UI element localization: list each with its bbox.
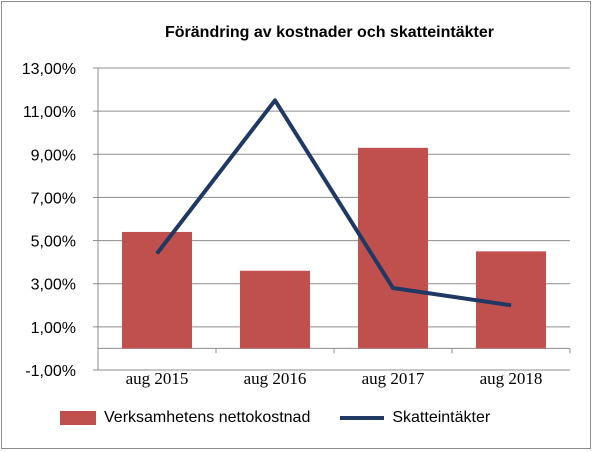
legend-item-line: Skatteintäkter (340, 409, 490, 427)
legend-swatch-bars (60, 411, 96, 425)
x-tick-label: aug 2018 (480, 369, 543, 388)
legend-item-bars: Verksamhetens nettokostnad (60, 409, 310, 427)
y-tick-label: 3,00% (31, 277, 76, 294)
chart-title: Förändring av kostnader och skatteintäkt… (165, 24, 494, 41)
y-tick-label: -1,00% (25, 363, 76, 380)
legend: Verksamhetens nettokostnad Skatteintäkte… (60, 406, 490, 430)
x-tick-label: aug 2017 (362, 369, 425, 388)
y-tick-label: 7,00% (31, 190, 76, 207)
bar (122, 231, 192, 349)
line-point (156, 253, 158, 255)
y-tick-label: 9,00% (31, 147, 76, 164)
x-tick-label: aug 2015 (126, 369, 189, 388)
line-point (274, 99, 276, 101)
legend-label-line: Skatteintäkter (392, 409, 491, 426)
legend-swatch-line (340, 416, 385, 420)
y-tick-label: 5,00% (31, 234, 76, 251)
series-line-skatteintakter (155, 98, 512, 308)
line-point (392, 287, 394, 289)
line-point (510, 304, 512, 306)
y-tick-label: 1,00% (31, 320, 76, 337)
legend-label-bars: Verksamhetens nettokostnad (104, 409, 311, 426)
y-tick-label: 11,00% (23, 104, 76, 121)
x-tick-label: aug 2016 (244, 369, 307, 388)
y-tick-label: 13,00% (22, 61, 76, 78)
bar (240, 270, 310, 349)
